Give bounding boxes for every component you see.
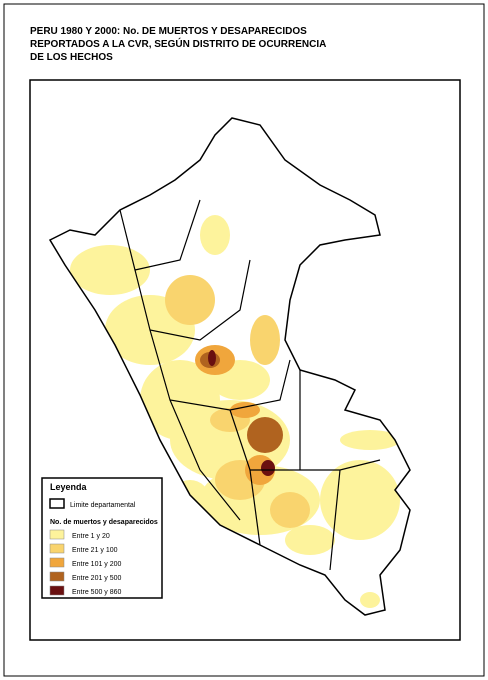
title-line: REPORTADOS A LA CVR, SEGÚN DISTRITO DE O… (30, 37, 326, 50)
title-line: DE LOS HECHOS (30, 52, 113, 63)
title-line: PERU 1980 Y 2000: No. DE MUERTOS Y DESAP… (30, 26, 307, 37)
legend-label: Entre 1 y 20 (72, 533, 110, 540)
legend-label: Entre 101 y 200 (72, 561, 122, 568)
legend-items: Entre 1 y 20 Entre 21 y 100 Entre 101 y 20… (49, 529, 122, 596)
boundary-swatch (49, 498, 65, 509)
legend-swatch (49, 571, 65, 582)
legend-label: Entre 500 y 860 (72, 589, 122, 596)
title-block: PERU 1980 Y 2000: No. DE MUERTOS Y DESAP… (30, 26, 326, 63)
legend-swatch (49, 585, 65, 596)
legend-swatch (49, 557, 65, 568)
map (49, 117, 411, 616)
legend-label: Entre 201 y 500 (72, 575, 122, 582)
districts (70, 199, 400, 608)
boundary-label: Limite departamental (70, 502, 136, 509)
legend-subtitle: No. de muertos y desaparecidos (50, 519, 158, 526)
legend: Leyenda Limite departamental No. de muer… (41, 477, 163, 599)
legend-swatch (49, 529, 65, 540)
legend-title: Leyenda (50, 482, 88, 492)
legend-swatch (49, 543, 65, 554)
legend-label: Entre 21 y 100 (72, 547, 118, 554)
